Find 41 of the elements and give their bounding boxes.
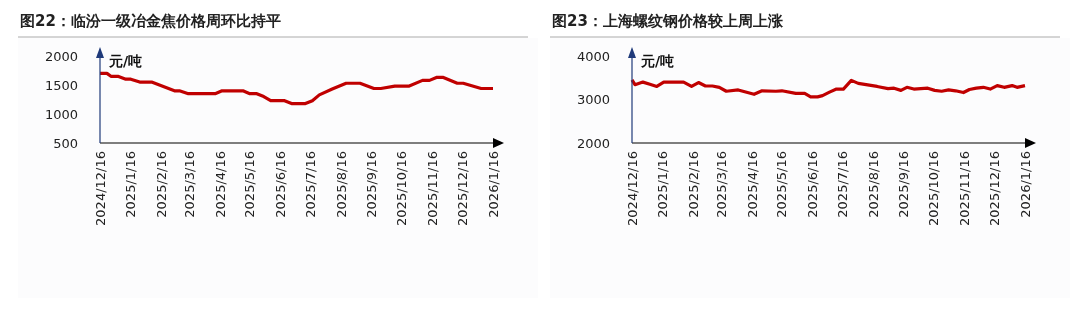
x-tick-label: 2025/5/16 <box>774 151 790 218</box>
x-tick-label: 2025/2/16 <box>686 151 702 218</box>
x-tick-label: 2025/1/16 <box>123 151 139 218</box>
x-tick-label: 2025/5/16 <box>242 151 258 218</box>
x-tick-label: 2025/2/16 <box>154 151 170 218</box>
line-series <box>630 78 1027 99</box>
x-tick-label: 2025/11/16 <box>957 151 973 226</box>
x-tick-label: 2026/1/16 <box>485 151 501 218</box>
y-tick-label: 1000 <box>44 106 78 122</box>
x-tick-label: 2025/4/16 <box>744 151 760 218</box>
x-tick-label: 2025/9/16 <box>364 151 380 218</box>
y-axis-title: 元/吨 <box>640 53 675 69</box>
x-tick-label: 2025/3/16 <box>181 151 197 218</box>
x-tick-label: 2025/6/16 <box>273 151 289 218</box>
x-tick-label: 2025/11/16 <box>425 151 441 226</box>
x-tick-label: 2025/3/16 <box>713 151 729 218</box>
x-tick-label: 2025/7/16 <box>302 151 318 218</box>
x-tick-label: 2025/6/16 <box>805 151 821 218</box>
y-axis-title: 元/吨 <box>108 53 143 69</box>
x-tick-label: 2025/4/16 <box>212 151 228 218</box>
x-tick-label: 2025/8/16 <box>865 151 881 218</box>
line-series <box>98 71 495 106</box>
x-tick-label: 2025/7/16 <box>834 151 850 218</box>
x-tick-label: 2026/1/16 <box>1017 151 1033 218</box>
x-tick-label: 2025/10/16 <box>926 151 942 226</box>
y-tick-label: 3000 <box>576 92 610 108</box>
x-tick-label: 2025/1/16 <box>655 151 671 218</box>
y-tick-label: 2000 <box>576 135 610 151</box>
y-tick-label: 4000 <box>576 48 610 64</box>
chart-title: 图23：上海螺纹钢价格较上周上涨 <box>552 12 784 30</box>
y-tick-label: 500 <box>53 135 78 151</box>
x-tick-label: 2024/12/16 <box>624 151 640 226</box>
x-tick-label: 2024/12/16 <box>92 151 108 226</box>
chart-title: 图22：临汾一级冶金焦价格周环比持平 <box>20 12 281 30</box>
y-tick-label: 1500 <box>44 77 78 93</box>
x-tick-label: 2025/8/16 <box>333 151 349 218</box>
x-tick-label: 2025/9/16 <box>896 151 912 218</box>
x-tick-label: 2025/12/16 <box>986 151 1002 226</box>
x-tick-label: 2025/12/16 <box>454 151 470 226</box>
x-tick-label: 2025/10/16 <box>394 151 410 226</box>
y-tick-label: 2000 <box>44 48 78 64</box>
